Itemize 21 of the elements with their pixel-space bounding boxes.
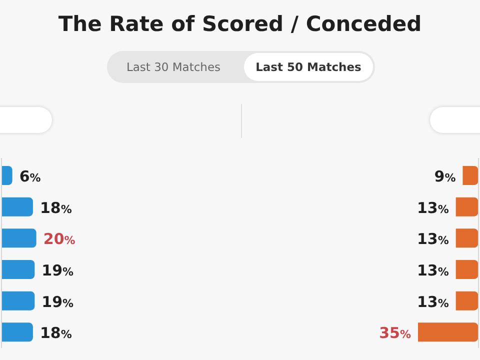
bar [2, 322, 33, 342]
data-label: 20% [43, 230, 76, 248]
data-label: 18% [40, 324, 72, 342]
data-label: 19% [42, 292, 74, 311]
data-label: 6% [19, 168, 41, 186]
data-label: 19% [42, 262, 74, 280]
data-label: 18% [40, 198, 72, 217]
bar [2, 166, 12, 186]
data-label: 13% [416, 292, 449, 311]
bar [2, 228, 36, 248]
bar [2, 197, 33, 216]
bar [2, 260, 35, 279]
bar [2, 291, 35, 310]
data-label: 9% [434, 168, 456, 186]
data-label: 35% [378, 324, 411, 342]
text: Last 50 Matches [244, 53, 373, 81]
data-label: 13% [416, 262, 449, 280]
text: Last 30 Matches [125, 59, 222, 76]
text: The Rate of Scored / Conceded [57, 12, 423, 36]
data-label: 13% [416, 198, 449, 217]
data-label: 13% [416, 230, 449, 248]
